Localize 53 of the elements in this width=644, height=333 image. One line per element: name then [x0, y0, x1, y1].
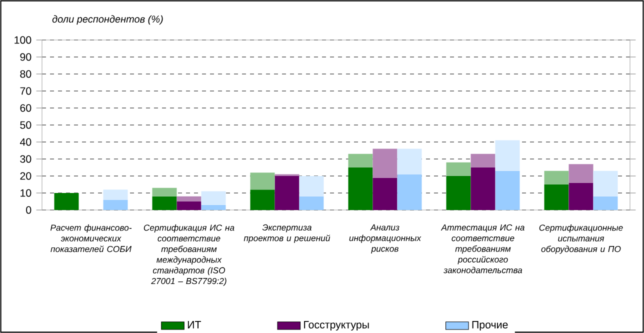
bar: [397, 148, 422, 174]
bar: [593, 170, 618, 196]
bar: [446, 162, 471, 176]
bar: [299, 196, 324, 210]
bar: [176, 196, 202, 202]
bar: [470, 154, 496, 168]
bar: [152, 188, 177, 196]
bar: [103, 200, 128, 210]
y-tick-label: 60: [20, 104, 32, 112]
bar: [495, 170, 520, 210]
bar: [544, 170, 569, 184]
y-tick-label: 90: [20, 53, 32, 61]
y-tick-label: 80: [20, 70, 32, 78]
bar: [54, 193, 79, 210]
bar: [299, 176, 324, 196]
bar: [176, 202, 202, 210]
x-tick-label: Анализ информационных рисков: [349, 224, 422, 254]
bar: [372, 148, 398, 178]
legend-label: ИТ: [188, 321, 202, 328]
y-tick-label: 40: [20, 138, 32, 146]
y-axis-title: доли респондентов (%): [52, 15, 163, 25]
bar: [372, 178, 398, 210]
bar: [274, 176, 300, 210]
bar: [348, 154, 373, 168]
bar: [348, 168, 373, 210]
y-tick-label: 100: [14, 36, 32, 44]
y-tick-label: 0: [26, 206, 32, 214]
x-tick-label: Расчет финансово-экономических показателей СОБИ: [50, 224, 132, 252]
bar: [593, 196, 618, 210]
y-tick-label: 50: [20, 121, 32, 129]
bar: [250, 190, 275, 210]
bar: [568, 164, 594, 183]
x-tick-label: Сертификационные испытания оборудования и ПО: [539, 224, 623, 254]
y-tick-label: 20: [20, 172, 32, 180]
bar: [250, 172, 275, 190]
bar: [470, 168, 496, 210]
bar: [201, 191, 226, 205]
bar: [201, 204, 226, 210]
x-tick-label: Сертификация ИС на соответствие требованиям международных стандартов (ISO 27001 – BS7799:2): [144, 224, 234, 286]
bar: [397, 174, 422, 210]
y-tick-label: 70: [20, 87, 32, 95]
bar: [495, 140, 520, 171]
legend-label: Госструктуры: [304, 321, 369, 331]
bar: [103, 190, 128, 200]
x-tick-label: Экспертиза проектов и решений: [244, 224, 330, 243]
bar: [568, 182, 594, 210]
y-tick-label: 10: [20, 189, 32, 197]
bar: [446, 176, 471, 210]
x-tick-label: Аттестация ИС на соответствие требованиям российского законодательства: [440, 224, 524, 274]
bar: [544, 184, 569, 210]
bar: [152, 196, 177, 210]
y-tick-label: 30: [20, 155, 32, 163]
legend-label: Прочие: [472, 321, 508, 331]
